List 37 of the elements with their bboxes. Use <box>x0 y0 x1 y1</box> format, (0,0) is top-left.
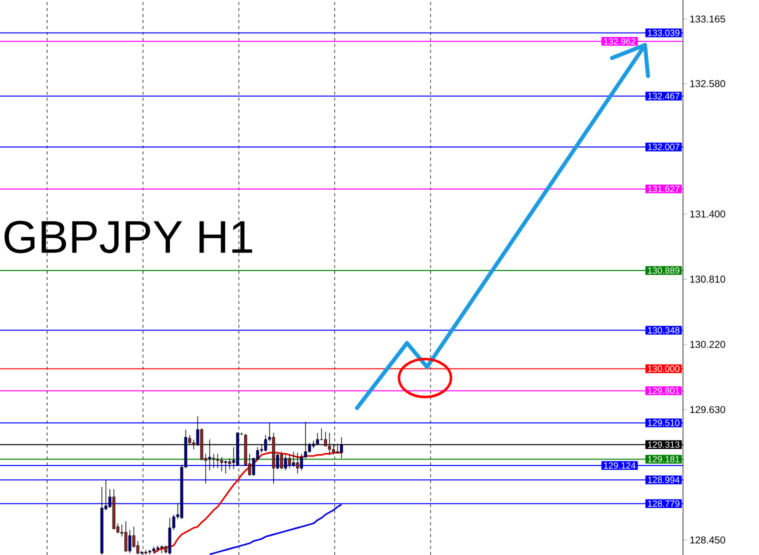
y-tick-label: 128.450 <box>690 536 726 544</box>
candlestick <box>212 453 216 468</box>
ref-line-label: 129.510 <box>648 420 680 426</box>
candlestick <box>124 520 128 552</box>
ref-line-label: 129.124 <box>604 462 636 469</box>
ref-line-label: 130.889 <box>648 267 680 274</box>
candlestick <box>296 452 300 474</box>
ref-line-label: 132.007 <box>648 144 680 150</box>
ref-line-label: 133.039 <box>648 30 680 36</box>
candlestick <box>128 530 132 554</box>
candlestick <box>288 454 292 468</box>
y-tick-label: 131.400 <box>690 210 726 218</box>
ref-line-label: 132.467 <box>648 92 680 100</box>
candlestick <box>228 458 232 470</box>
candlestick <box>300 453 304 471</box>
ref-line-label: 132.962 <box>604 38 636 45</box>
ref-line-label: 130.000 <box>648 366 680 372</box>
line-series <box>208 504 342 555</box>
y-tick-label: 130.810 <box>690 276 726 283</box>
ref-line-label: 128.779 <box>648 500 680 507</box>
text: GBPJPY H1 <box>4 220 252 254</box>
ref-line-label: 131.627 <box>648 186 680 192</box>
candlestick <box>280 451 284 470</box>
ref-line-label: 128.994 <box>648 476 680 484</box>
candlestick <box>284 454 288 471</box>
ref-line-label: 130.348 <box>648 327 680 334</box>
y-tick-label: 129.630 <box>690 406 726 414</box>
y-tick-label: 130.220 <box>690 340 726 348</box>
candlestick <box>216 453 220 468</box>
candlestick <box>220 456 224 472</box>
candlestick <box>224 460 228 474</box>
ref-line-label: 129.313 <box>648 441 680 448</box>
y-tick-label: 133.165 <box>690 15 726 23</box>
ref-line-label: 129.181 <box>648 456 680 462</box>
ref-line-label: 129.801 <box>648 388 680 394</box>
y-tick-label: 132.580 <box>690 80 726 88</box>
candlestick <box>292 451 296 468</box>
